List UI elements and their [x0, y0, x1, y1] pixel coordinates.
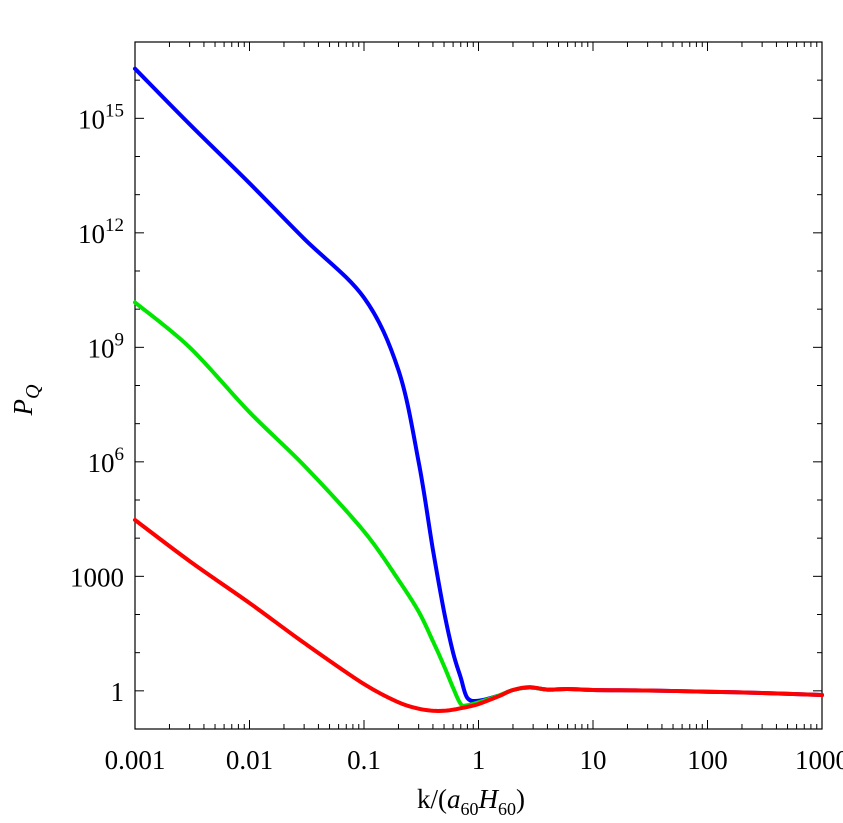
series-layer: [133, 66, 824, 713]
x-tick-labels: 0.001 0.01 0.1 1 10 100 1000: [105, 745, 843, 775]
series-line-1: [133, 66, 824, 704]
x-tick-label: 100: [687, 745, 728, 775]
tick-layer: [134, 41, 823, 730]
y-tick-labels: 1 1000 106 109 1012 1015: [70, 100, 125, 707]
y-tick-label: 1015: [78, 100, 124, 134]
x-tick-label: 10: [580, 745, 607, 775]
y-tick-label: 1: [111, 677, 125, 707]
y-tick-label: 106: [88, 444, 125, 478]
x-axis-title: k/(a60H60): [417, 784, 525, 819]
x-tick-label: 0.01: [226, 745, 273, 775]
y-axis-title: PQ: [8, 384, 44, 417]
plot-frame: [134, 41, 823, 730]
x-tick-label: 0.001: [105, 745, 166, 775]
x-tick-label: 1: [472, 745, 486, 775]
x-tick-label: 0.1: [347, 745, 381, 775]
series-line-2: [133, 300, 595, 708]
plot-area: 0.001 0.01 0.1 1 10 100 1000 1 1000 106 109 1012 10…: [70, 41, 843, 775]
x-tick-label: 1000: [795, 745, 843, 775]
y-tick-label: 109: [88, 329, 125, 363]
y-tick-label: 1000: [70, 562, 124, 592]
series-line-3: [133, 518, 824, 713]
y-tick-label: 1012: [78, 215, 124, 249]
